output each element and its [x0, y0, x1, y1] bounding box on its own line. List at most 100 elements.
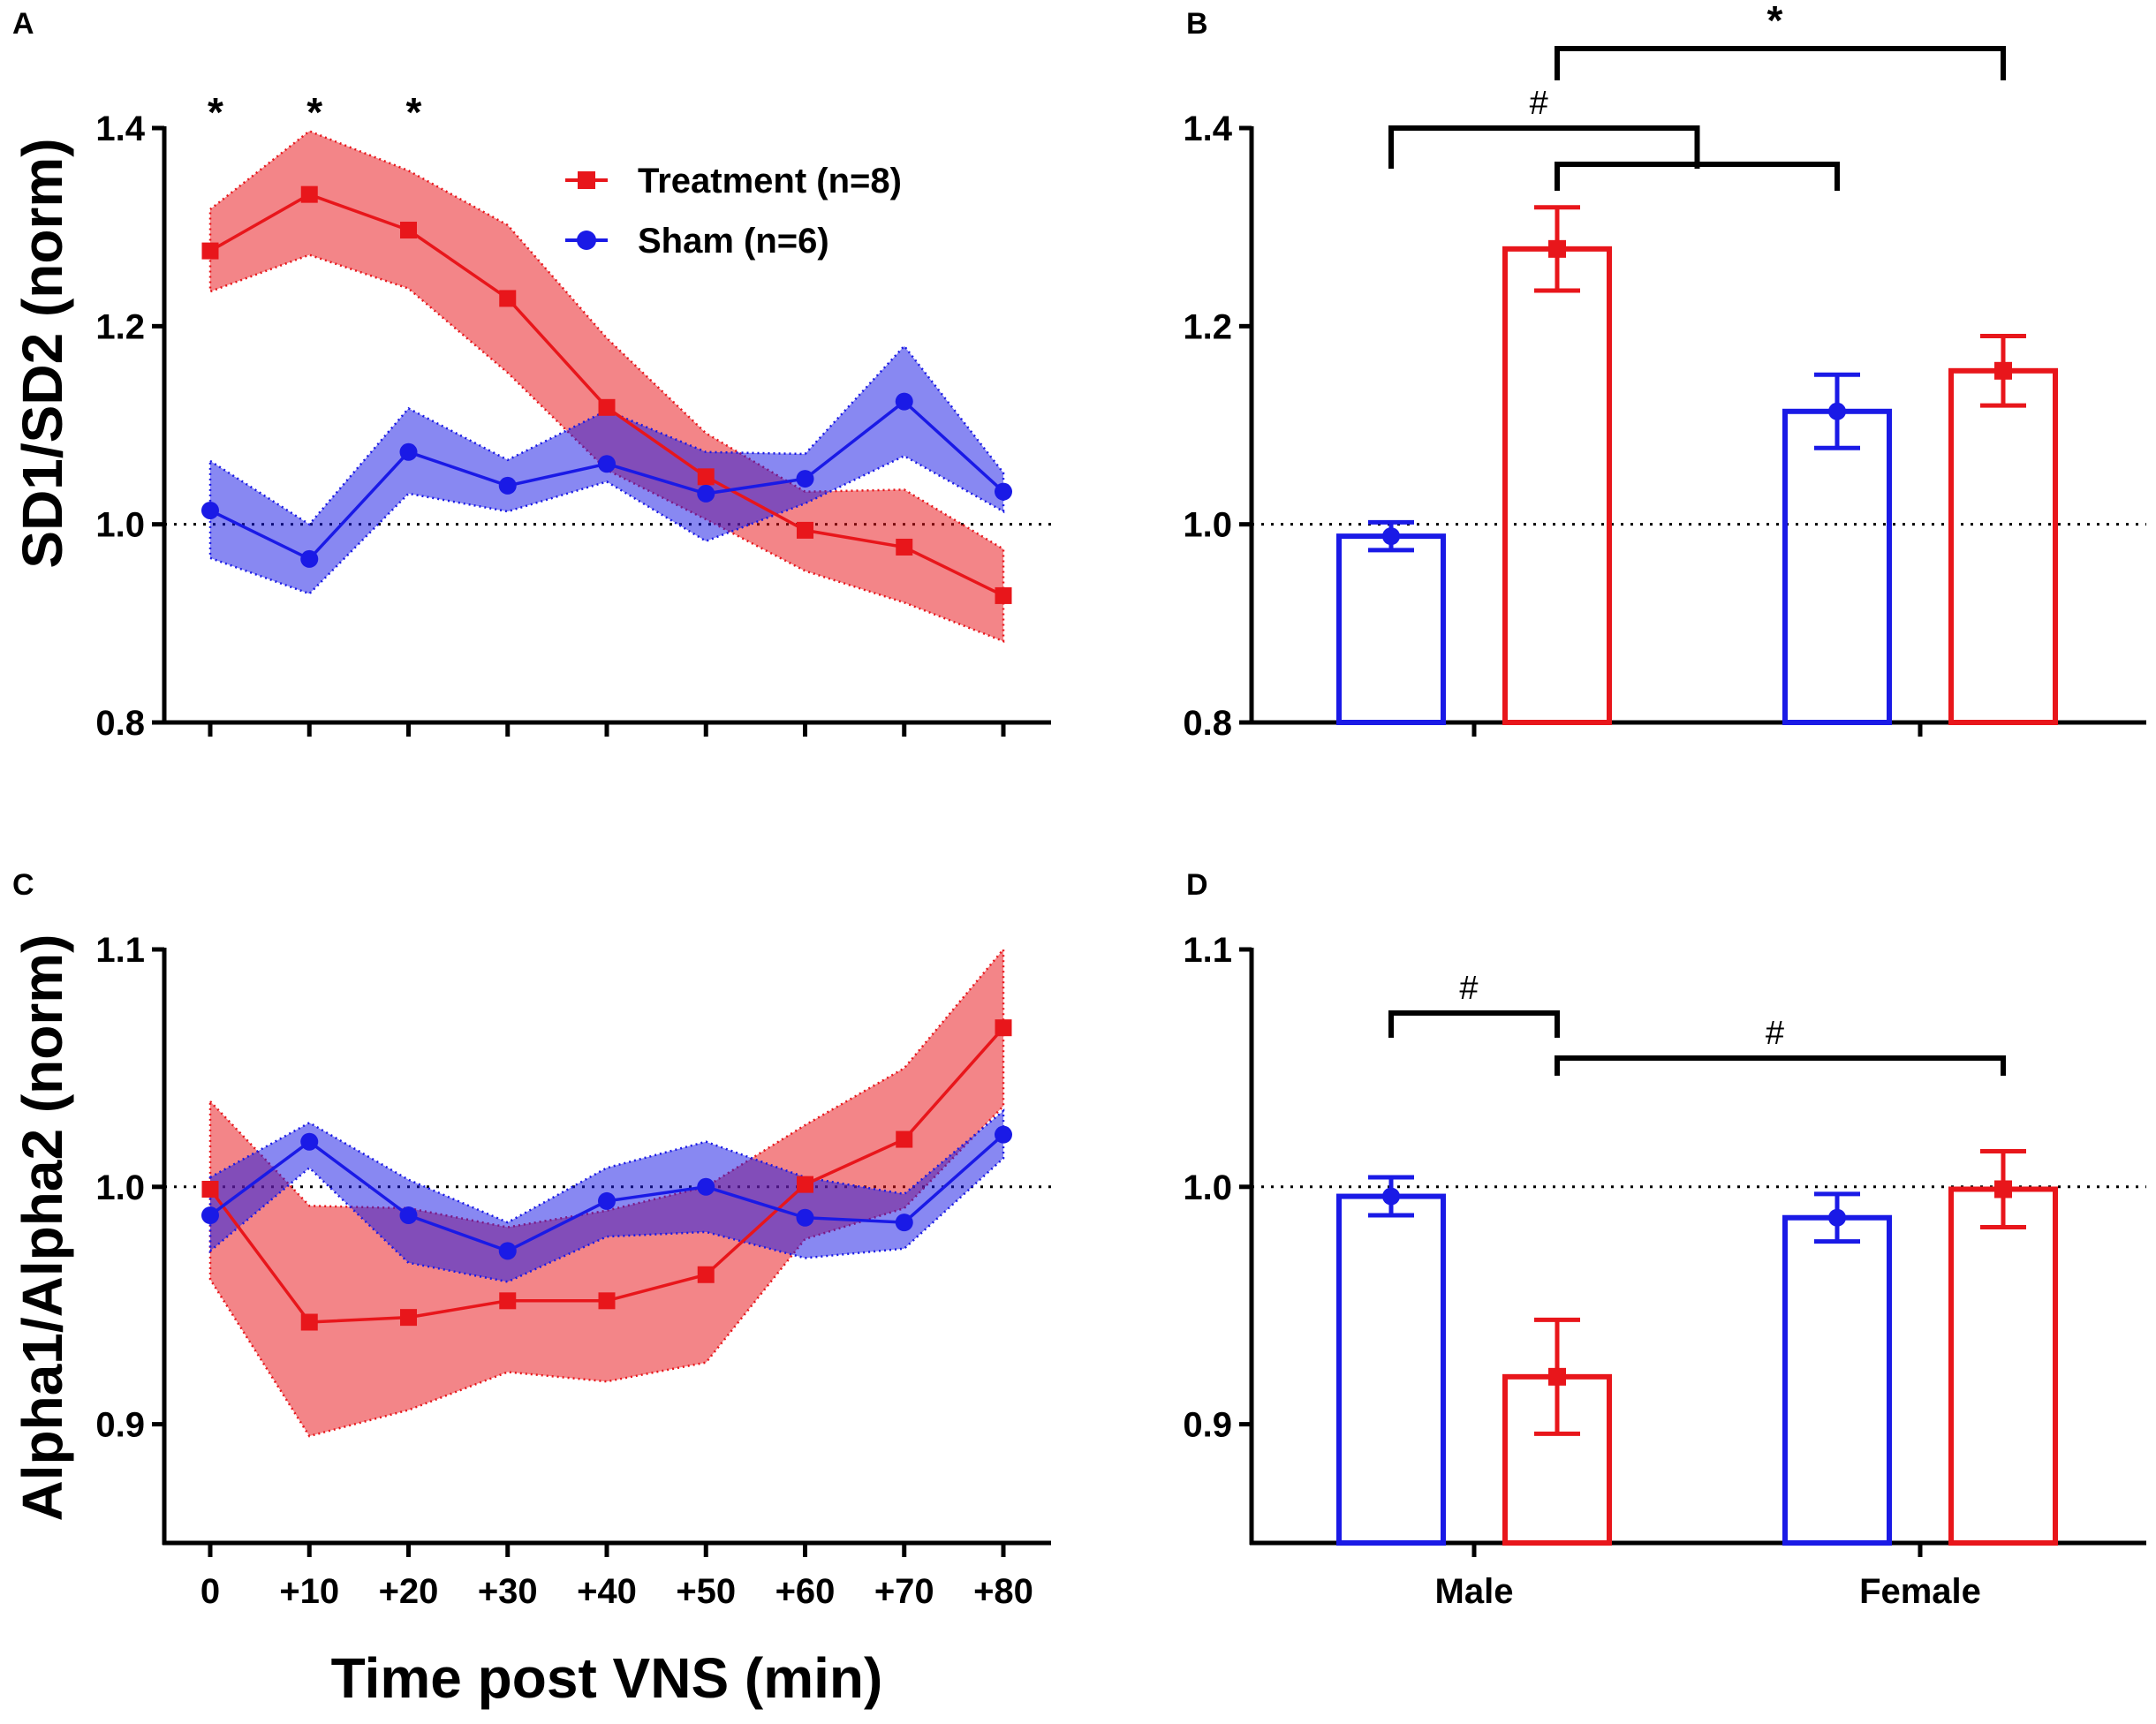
bar-sham — [1336, 533, 1446, 725]
panel-label-a: A — [12, 7, 34, 41]
significance-bracket — [1388, 1010, 1560, 1038]
y-tick-label: 1.0 — [95, 506, 145, 545]
data-point-sham — [300, 1132, 319, 1151]
data-point-treatment — [499, 1292, 517, 1310]
data-point-treatment — [400, 222, 417, 239]
significance-hash: # — [1459, 970, 1478, 1007]
y-axis-title-c: Alpha1/Alpha2 (norm) — [11, 934, 74, 1522]
significance-bracket — [1555, 1055, 2006, 1076]
data-point-treatment — [300, 1313, 318, 1331]
significance-star: * — [306, 89, 322, 135]
mean-marker-treatment — [1548, 239, 1566, 258]
bar-sham — [1782, 1214, 1892, 1546]
y-tick-label: 1.2 — [95, 307, 145, 346]
plot-a: 0.8 1.0 1.2 1.4 * * * — [95, 89, 1051, 743]
data-point-sham — [995, 1125, 1012, 1144]
data-point-treatment — [201, 1180, 219, 1198]
legend-item-treatment: Treatment (n=8) — [565, 162, 902, 200]
data-point-sham — [796, 1208, 814, 1227]
data-point-treatment — [300, 185, 318, 203]
y-tick-label: 0.8 — [1183, 704, 1232, 743]
y-tick-label: 0.9 — [1183, 1406, 1232, 1445]
x-tick-label: +20 — [379, 1572, 439, 1611]
mean-marker-sham — [1828, 402, 1846, 420]
bar-sham — [1336, 1193, 1446, 1546]
panel-label-c: C — [12, 868, 34, 902]
data-point-treatment — [995, 586, 1012, 604]
y-tick-label: 0.8 — [95, 704, 145, 743]
y-tick-label: 1.0 — [1183, 506, 1232, 545]
data-point-sham — [201, 1206, 219, 1225]
data-point-sham — [796, 470, 814, 488]
data-point-treatment — [896, 538, 913, 556]
x-tick-label: 0 — [200, 1572, 220, 1611]
data-point-treatment — [697, 1266, 715, 1283]
legend-label-treatment: Treatment (n=8) — [638, 162, 902, 200]
bar-treatment — [1948, 1186, 2058, 1546]
mean-marker-treatment — [1994, 1180, 2012, 1198]
y-tick-label: 0.9 — [95, 1406, 145, 1445]
y-tick-label: 1.2 — [1183, 307, 1232, 346]
bar-sham — [1782, 408, 1892, 725]
data-point-treatment — [201, 242, 219, 260]
mean-marker-sham — [1382, 527, 1400, 546]
data-point-sham — [598, 1191, 616, 1210]
y-tick-label: 1.0 — [1183, 1168, 1232, 1207]
mean-marker-sham — [1382, 1187, 1400, 1206]
x-tick-label: Male — [1435, 1572, 1514, 1611]
significance-hash: # — [1530, 85, 1548, 122]
data-point-treatment — [598, 1292, 616, 1310]
significance-star: * — [406, 89, 422, 135]
data-point-sham — [895, 392, 913, 411]
data-point-treatment — [697, 468, 715, 486]
significance-star: * — [208, 89, 223, 135]
significance-bracket — [1555, 46, 2006, 80]
x-tick-label: +40 — [577, 1572, 637, 1611]
x-axis-title: Time post VNS (min) — [331, 1646, 883, 1710]
x-tick-label: Female — [1859, 1572, 1981, 1611]
y-tick-label: 1.1 — [95, 931, 145, 970]
significance-star: * — [1767, 0, 1783, 43]
x-tick-label: +70 — [874, 1572, 934, 1611]
data-point-treatment — [896, 1130, 913, 1148]
y-tick-label: 1.1 — [1183, 931, 1232, 970]
legend: Treatment (n=8) Sham (n=6) — [565, 162, 902, 261]
mean-marker-treatment — [1994, 361, 2012, 380]
legend-marker-circle — [577, 231, 596, 250]
significance-hash: # — [1766, 1015, 1784, 1052]
data-point-sham — [399, 442, 418, 461]
panel-label-b: B — [1186, 7, 1208, 41]
data-point-treatment — [995, 1019, 1012, 1037]
y-tick-label: 1.0 — [95, 1168, 145, 1207]
confidence-band-treatment — [208, 129, 1005, 643]
data-point-sham — [895, 1214, 913, 1232]
data-point-treatment — [499, 290, 517, 307]
significance-bracket — [1388, 125, 1700, 169]
legend-label-sham: Sham (n=6) — [638, 222, 829, 261]
bar-treatment — [1502, 246, 1612, 725]
mean-marker-sham — [1828, 1208, 1846, 1227]
data-point-treatment — [400, 1309, 417, 1327]
data-point-sham — [697, 1177, 715, 1196]
data-point-treatment — [797, 1176, 813, 1193]
data-point-sham — [399, 1206, 418, 1225]
plot-c: 0.9 1.0 1.1 0 +10 +20 +30 +40 +50 +60 +70 +80 — [95, 931, 1051, 1611]
plot-b: 0.8 1.0 1.2 1.4 # * — [1183, 0, 2146, 743]
data-point-treatment — [797, 521, 813, 539]
x-tick-label: +50 — [676, 1572, 736, 1611]
data-point-sham — [995, 482, 1012, 501]
data-point-sham — [498, 1242, 517, 1260]
data-point-treatment — [598, 398, 616, 416]
x-tick-label: +30 — [478, 1572, 538, 1611]
bar-treatment — [1948, 367, 2058, 725]
data-point-sham — [300, 549, 319, 568]
legend-marker-square — [578, 171, 595, 189]
x-tick-label: +80 — [973, 1572, 1033, 1611]
y-tick-label: 1.4 — [1183, 110, 1232, 148]
y-axis-title-a: SD1/SD2 (norm) — [11, 138, 74, 568]
data-point-sham — [201, 501, 219, 519]
panel-label-d: D — [1186, 868, 1208, 902]
x-tick-label: +10 — [279, 1572, 339, 1611]
y-tick-label: 1.4 — [95, 110, 145, 148]
